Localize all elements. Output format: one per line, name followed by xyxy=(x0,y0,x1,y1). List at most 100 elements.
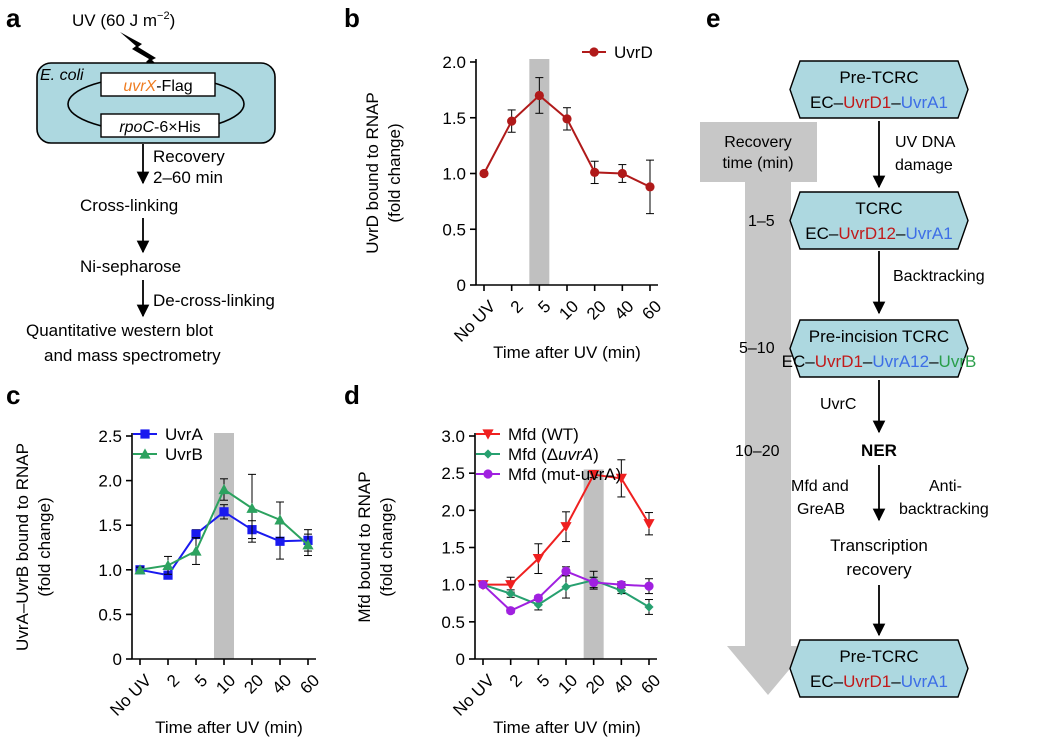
data-point xyxy=(219,507,229,517)
recovery-arrow-head xyxy=(727,646,809,695)
x-tick-label: 40 xyxy=(610,671,637,698)
data-point xyxy=(506,606,516,616)
x-tick-label: No UV xyxy=(450,296,499,345)
complex-sep: – xyxy=(896,224,906,243)
panel-c: c 0 0.5 1.0 1.5 2.0 2.5 No UV 2 5 10 20 40 60 Time af… xyxy=(6,380,323,737)
step-de-cross-linking: De-cross-linking xyxy=(153,291,275,310)
data-point xyxy=(590,167,600,177)
y-tick-label: 0 xyxy=(457,276,466,295)
data-point xyxy=(617,168,627,179)
panel-label-a: a xyxy=(6,3,21,33)
data-point xyxy=(505,580,517,591)
x-tick-label: 10 xyxy=(555,297,582,324)
panel-e: e Recovery time (min) Pre-TCRCEC–UvrD1–U… xyxy=(700,3,989,698)
complex-ec: EC– xyxy=(810,93,844,112)
data-point xyxy=(274,514,286,525)
legend-marker xyxy=(140,429,150,439)
ner-label: NER xyxy=(861,441,897,460)
lightning-bolt-icon xyxy=(120,32,164,72)
data-point xyxy=(506,588,516,599)
data-point xyxy=(479,168,489,179)
data-point xyxy=(275,536,285,546)
y-axis-label: Mfd bound to RNAP xyxy=(355,471,374,622)
complex-box xyxy=(789,191,969,250)
x-tick-label: 10 xyxy=(212,671,239,698)
y-tick-label: 0 xyxy=(456,650,465,669)
arrow-label: Mfd and xyxy=(791,478,849,495)
recovery-time-point: 10–20 xyxy=(735,443,780,460)
shaded-timepoint xyxy=(529,59,550,285)
plasmid-rpoc-his xyxy=(100,113,220,138)
legend-label-part: Mfd (Δ xyxy=(508,445,558,464)
x-tick-label: No UV xyxy=(449,670,498,719)
complex-title: Pre-TCRC xyxy=(839,647,918,666)
y-tick-label: 1.0 xyxy=(441,576,465,595)
arrow-label: backtracking xyxy=(899,501,989,518)
y-axis-label-units: (fold change) xyxy=(377,497,396,596)
arrow-label: Backtracking xyxy=(893,268,985,285)
data-point xyxy=(616,586,626,596)
panel-label-c: c xyxy=(6,380,20,410)
y-tick-label: 2.0 xyxy=(98,472,122,491)
recovery-time-point: 1–5 xyxy=(748,213,775,230)
final-step-line2: and mass spectrometry xyxy=(44,346,221,365)
y-axis-label: UvrA–UvrB bound to RNAP xyxy=(13,443,32,651)
legend-marker xyxy=(483,449,493,459)
complex-ec: EC– xyxy=(810,672,844,691)
complex-box xyxy=(789,60,969,119)
data-point xyxy=(644,581,654,591)
y-tick-label: 3.0 xyxy=(441,427,465,446)
complex-sep: – xyxy=(891,672,901,691)
arrow-label: GreAB xyxy=(797,501,845,518)
recovery-time-label-2: time (min) xyxy=(722,155,793,172)
data-point xyxy=(588,470,600,481)
y-axis-label: UvrD bound to RNAP xyxy=(363,92,382,254)
complex-box xyxy=(789,639,969,698)
panel-label-b: b xyxy=(344,3,360,33)
recovery-label-box xyxy=(700,122,817,182)
data-point xyxy=(478,580,488,590)
legend-label: Mfd (WT) xyxy=(508,425,579,444)
uv-dose-label: UV (60 J m−2) xyxy=(72,10,175,30)
panel-d: d 0 0.5 1.0 1.5 2.0 2.5 3.0 No UV 2 5 10 20 40 60 Time… xyxy=(344,380,664,737)
complex-title: Pre-incision TCRC xyxy=(809,327,949,346)
complex-ec: EC– xyxy=(782,352,816,371)
y-tick-label: 1.5 xyxy=(98,516,122,535)
legend-label: UvrA xyxy=(165,425,203,444)
x-tick-label: 5 xyxy=(533,671,553,691)
data-point xyxy=(190,545,202,556)
complex-title: TCRC xyxy=(855,199,902,218)
complex-uvra: UvrA12 xyxy=(872,352,929,371)
data-point xyxy=(589,577,599,588)
legend-marker xyxy=(482,429,494,440)
y-tick-label: 2.5 xyxy=(441,464,465,483)
x-tick-label: 20 xyxy=(583,297,610,324)
x-axis-label: Time after UV (min) xyxy=(493,343,641,362)
x-tick-label: 20 xyxy=(582,671,609,698)
x-tick-label: 2 xyxy=(507,297,527,317)
legend-marker xyxy=(139,448,151,459)
x-axis-label: Time after UV (min) xyxy=(155,718,303,737)
x-axis-label: Time after UV (min) xyxy=(493,718,641,737)
complex-uvra: UvrA1 xyxy=(901,93,948,112)
complex-sep: – xyxy=(863,352,873,371)
complex-uvrd: UvrD12 xyxy=(838,224,896,243)
y-tick-label: 0 xyxy=(113,650,122,669)
step-cross-linking: Cross-linking xyxy=(80,196,178,215)
complex-uvra: UvrA1 xyxy=(905,224,952,243)
y-tick-label: 1.5 xyxy=(442,109,466,128)
complex-sep: – xyxy=(929,352,939,371)
data-point xyxy=(643,519,655,530)
x-tick-label: 2 xyxy=(163,671,183,691)
x-tick-label: 5 xyxy=(534,297,554,317)
panel-b: b 0 0.5 1.0 1.5 2.0 No UV 2 5 10 20 40 60 Time after… xyxy=(344,3,665,362)
x-tick-label: 40 xyxy=(611,297,638,324)
y-tick-label: 1.0 xyxy=(442,165,466,184)
data-point xyxy=(134,564,146,575)
complex-sep: – xyxy=(891,93,901,112)
y-tick-label: 1.0 xyxy=(98,561,122,580)
legend-marker xyxy=(589,47,599,57)
data-point xyxy=(562,114,572,124)
data-point xyxy=(246,502,258,513)
